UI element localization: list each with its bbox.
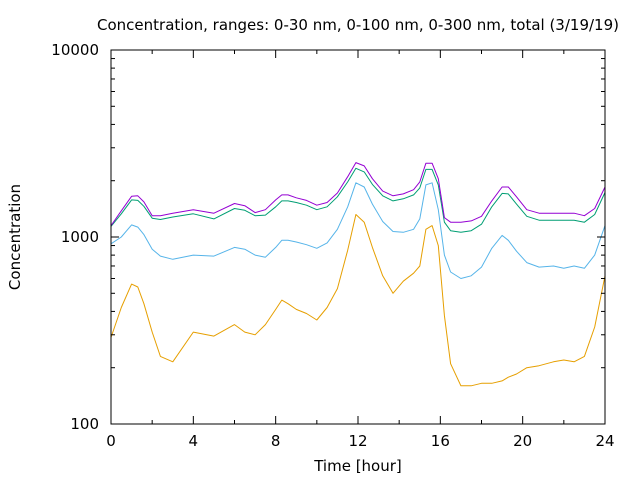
series-line-2 bbox=[110, 182, 606, 279]
x-tick-label: 16 bbox=[431, 432, 450, 450]
x-tick-label: 12 bbox=[348, 432, 367, 450]
tick-layer: 0 4 8 12 16 20 24 100 1000 10000 bbox=[51, 41, 614, 450]
series-line-4 bbox=[110, 162, 606, 226]
series-line-3 bbox=[110, 167, 606, 233]
plot-frame bbox=[110, 49, 606, 425]
x-tick-label: 4 bbox=[189, 432, 199, 450]
y-tick-label: 10000 bbox=[51, 41, 99, 59]
x-tick-label: 8 bbox=[271, 432, 281, 450]
y-tick-label: 100 bbox=[70, 415, 99, 433]
x-tick-label: 20 bbox=[513, 432, 532, 450]
chart-title: Concentration, ranges: 0-30 nm, 0-100 nm… bbox=[97, 16, 619, 34]
x-axis-label: Time [hour] bbox=[313, 457, 402, 475]
x-tick-label: 24 bbox=[595, 432, 614, 450]
series-line-1 bbox=[110, 214, 606, 387]
x-tick-label: 0 bbox=[106, 432, 116, 450]
y-axis-label: Concentration bbox=[6, 184, 24, 290]
series-layer bbox=[110, 162, 606, 387]
y-tick-label: 1000 bbox=[61, 228, 99, 246]
